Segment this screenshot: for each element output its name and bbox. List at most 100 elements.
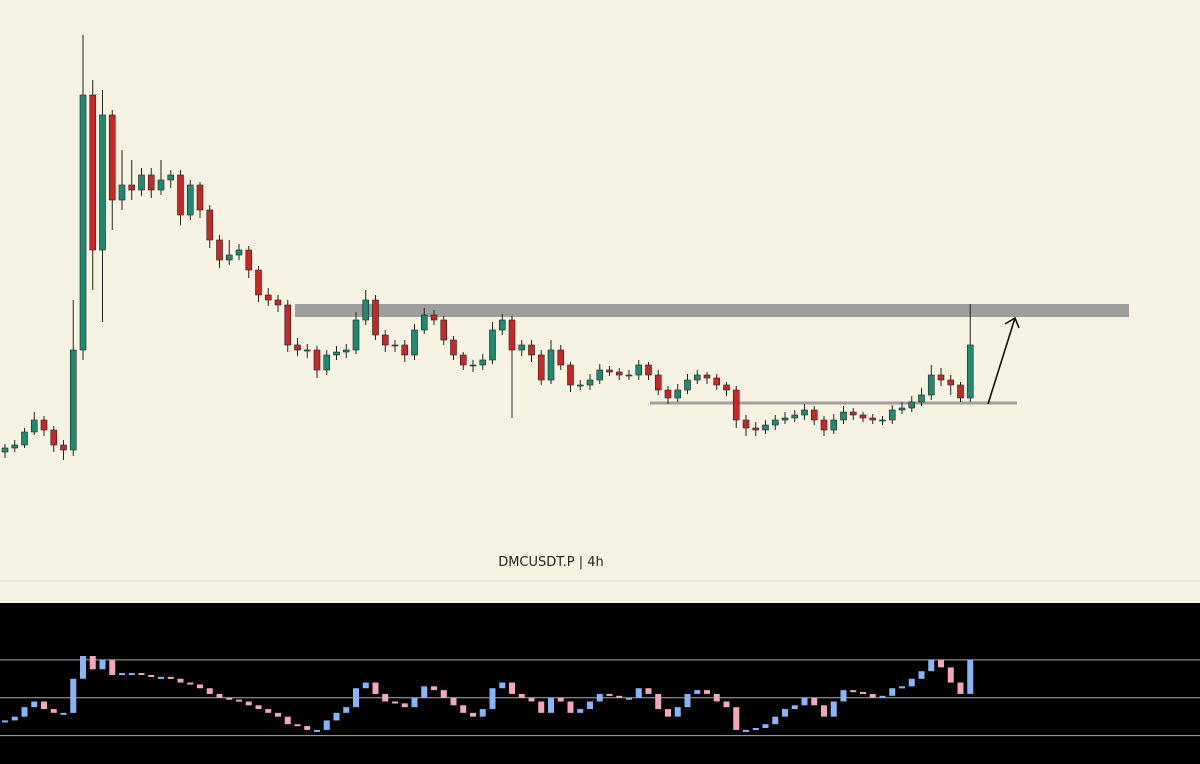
candle-body bbox=[313, 349, 321, 371]
indicator-bar bbox=[187, 682, 194, 685]
candle-body bbox=[810, 409, 818, 421]
indicator-bar bbox=[31, 701, 38, 708]
indicator-bar bbox=[343, 707, 350, 713]
indicator-bar bbox=[314, 729, 320, 732]
indicator-bar bbox=[197, 684, 203, 689]
candle-body bbox=[489, 329, 496, 361]
candle-body bbox=[791, 414, 799, 419]
indicator-bar bbox=[947, 667, 954, 683]
indicator-bar bbox=[879, 695, 886, 698]
indicator-bar bbox=[216, 693, 223, 698]
indicator-bar bbox=[635, 688, 642, 698]
indicator-bar bbox=[450, 697, 457, 706]
candle-body bbox=[30, 419, 38, 433]
indicator-bar bbox=[158, 676, 164, 679]
indicator-bar bbox=[255, 705, 262, 710]
indicator-bar bbox=[304, 726, 311, 730]
candle-body bbox=[957, 384, 964, 399]
candle-body bbox=[430, 314, 438, 321]
indicator-bar bbox=[372, 682, 379, 694]
candle-body bbox=[167, 174, 175, 181]
indicator-bar bbox=[509, 682, 515, 694]
indicator-bar bbox=[752, 728, 759, 731]
indicator-bar bbox=[392, 701, 398, 704]
candle-body bbox=[840, 411, 847, 421]
indicator-bar bbox=[694, 690, 701, 694]
indicator-bar bbox=[333, 712, 340, 721]
candle-body bbox=[323, 354, 331, 371]
indicator-bar bbox=[938, 659, 944, 668]
indicator-bar bbox=[80, 656, 86, 679]
indicator-bar bbox=[908, 678, 915, 687]
candle-body bbox=[89, 94, 97, 251]
indicator-bar bbox=[148, 674, 155, 677]
indicator-bar bbox=[460, 705, 467, 713]
indicator-bar bbox=[421, 686, 428, 698]
candle-body bbox=[216, 239, 223, 261]
indicator-bar bbox=[11, 716, 18, 721]
indicator-bar bbox=[440, 690, 447, 698]
indicator-bar bbox=[479, 709, 486, 717]
candle-body bbox=[762, 424, 769, 431]
indicator-bar bbox=[733, 707, 740, 730]
candle-body bbox=[947, 379, 955, 386]
indicator-bar bbox=[557, 697, 564, 702]
candle-body bbox=[654, 374, 662, 391]
candle-body bbox=[303, 349, 311, 352]
indicator-bar bbox=[801, 697, 808, 706]
indicator-panel bbox=[0, 603, 1200, 764]
indicator-bar bbox=[762, 724, 769, 729]
candle-body bbox=[108, 114, 116, 201]
indicator-bar bbox=[684, 693, 691, 708]
candle-body bbox=[635, 364, 643, 376]
indicator-bar bbox=[99, 659, 106, 670]
arrow-shaft bbox=[987, 317, 1016, 405]
candle-body bbox=[596, 369, 604, 381]
arrow bbox=[987, 316, 1020, 405]
candle-body bbox=[645, 364, 652, 376]
indicator-bar bbox=[2, 720, 8, 723]
candle-body bbox=[576, 384, 584, 387]
candle-body bbox=[879, 419, 886, 422]
indicator-bar bbox=[489, 688, 496, 710]
indicator-bar bbox=[431, 686, 437, 691]
indicator-bar bbox=[411, 697, 418, 708]
indicator-bar bbox=[899, 686, 905, 689]
candle-body bbox=[937, 374, 945, 381]
indicator-bar bbox=[743, 729, 749, 732]
candle-body bbox=[11, 444, 19, 449]
indicator-bar bbox=[362, 682, 369, 689]
indicator-bar bbox=[587, 701, 593, 710]
candle-body bbox=[781, 417, 789, 421]
indicator-bar bbox=[967, 659, 974, 694]
candle-body bbox=[411, 329, 418, 356]
indicator-bar bbox=[470, 712, 476, 717]
indicator-bar bbox=[499, 682, 506, 689]
indicator-bar bbox=[226, 697, 233, 700]
indicator-bar bbox=[128, 673, 135, 676]
arrow-head bbox=[1004, 316, 1020, 329]
indicator-bar bbox=[21, 707, 28, 717]
indicator-bar bbox=[811, 697, 818, 706]
candle-body bbox=[898, 407, 906, 411]
candle-body bbox=[479, 359, 487, 366]
candle-body bbox=[508, 319, 516, 351]
candle-body bbox=[196, 184, 204, 211]
candle-body bbox=[684, 379, 691, 391]
candle-body bbox=[420, 314, 428, 331]
candle-body bbox=[606, 369, 613, 373]
candle-body bbox=[138, 174, 145, 191]
indicator-bar bbox=[70, 678, 77, 713]
candle-body bbox=[567, 364, 574, 386]
candle-body bbox=[128, 184, 136, 191]
indicator-bar bbox=[41, 701, 47, 710]
candle-body bbox=[69, 349, 77, 451]
candle-body bbox=[40, 419, 48, 431]
candle-body bbox=[537, 354, 545, 381]
candle-body bbox=[459, 354, 467, 366]
candle-body bbox=[771, 419, 779, 426]
candle-body bbox=[401, 344, 409, 356]
indicator-bar bbox=[772, 716, 779, 725]
indicator-bar bbox=[606, 693, 613, 696]
